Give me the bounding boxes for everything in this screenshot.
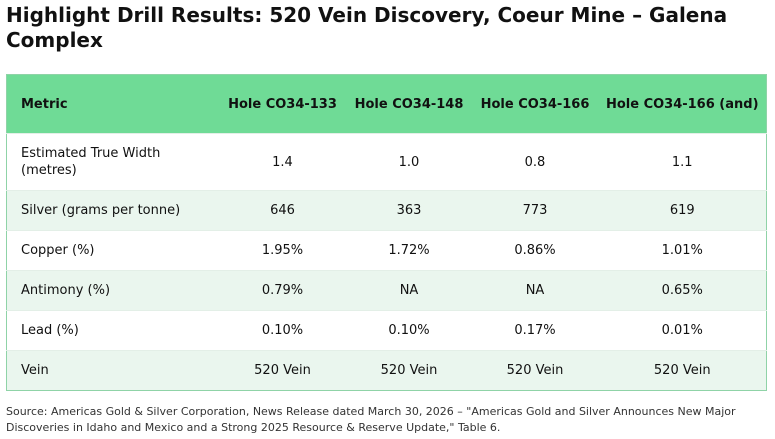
cell: 1.95% [218,230,347,271]
cell: 0.86% [471,230,599,271]
cell: 0.10% [346,310,472,351]
cell: 363 [346,190,472,231]
cell: 1.72% [346,230,472,271]
cell: 520 Vein [598,350,767,391]
column-header: Hole CO34-166 (and) [598,74,767,134]
cell: 1.1 [598,133,767,191]
table-row: Estimated True Width (metres) 1.4 1.0 0.8 1.… [6,133,767,191]
cell: 1.01% [598,230,767,271]
title: Highlight Drill Results: 520 Vein Discov… [6,3,728,52]
cell: 0.8 [471,133,599,191]
column-header: Hole CO34-133 [218,74,347,134]
cell: 520 Vein [346,350,472,391]
table-head: Metric Hole CO34-133 Hole CO34-148 Hole CO3… [6,74,767,134]
table-row: Silver (grams per tonne) 646 363 773 619 [6,190,767,231]
cell: 0.17% [471,310,599,351]
row-label: Vein [6,350,219,391]
table-row: Antimony (%) 0.79% NA NA 0.65% [6,270,767,311]
table-row: Copper (%) 1.95% 1.72% 0.86% 1.01% [6,230,767,271]
results-table: Metric Hole CO34-133 Hole CO34-148 Hole CO3… [6,74,767,391]
table-body: Estimated True Width (metres) 1.4 1.0 0.8 1.… [6,133,767,391]
cell: 646 [218,190,347,231]
row-label: Antimony (%) [6,270,219,311]
cell: NA [471,270,599,311]
row-label: Lead (%) [6,310,219,351]
cell: 0.10% [218,310,347,351]
cell: 1.4 [218,133,347,191]
cell: 520 Vein [218,350,347,391]
column-header: Metric [6,74,219,134]
row-label: Silver (grams per tonne) [6,190,219,231]
column-header: Hole CO34-166 [471,74,599,134]
cell: 1.0 [346,133,472,191]
row-label: Estimated True Width (metres) [6,133,219,191]
cell: 773 [471,190,599,231]
header-row: Metric Hole CO34-133 Hole CO34-148 Hole CO3… [6,74,767,134]
column-header: Hole CO34-148 [346,74,472,134]
cell: 619 [598,190,767,231]
cell: NA [346,270,472,311]
table-row: Lead (%) 0.10% 0.10% 0.17% 0.01% [6,310,767,351]
table-row: Vein 520 Vein 520 Vein 520 Vein 520 Vein [6,350,767,391]
row-label: Copper (%) [6,230,219,271]
cell: 0.01% [598,310,767,351]
cell: 520 Vein [471,350,599,391]
cell: 0.79% [218,270,347,311]
source-note: Source: Americas Gold & Silver Corporati… [6,405,736,434]
cell: 0.65% [598,270,767,311]
